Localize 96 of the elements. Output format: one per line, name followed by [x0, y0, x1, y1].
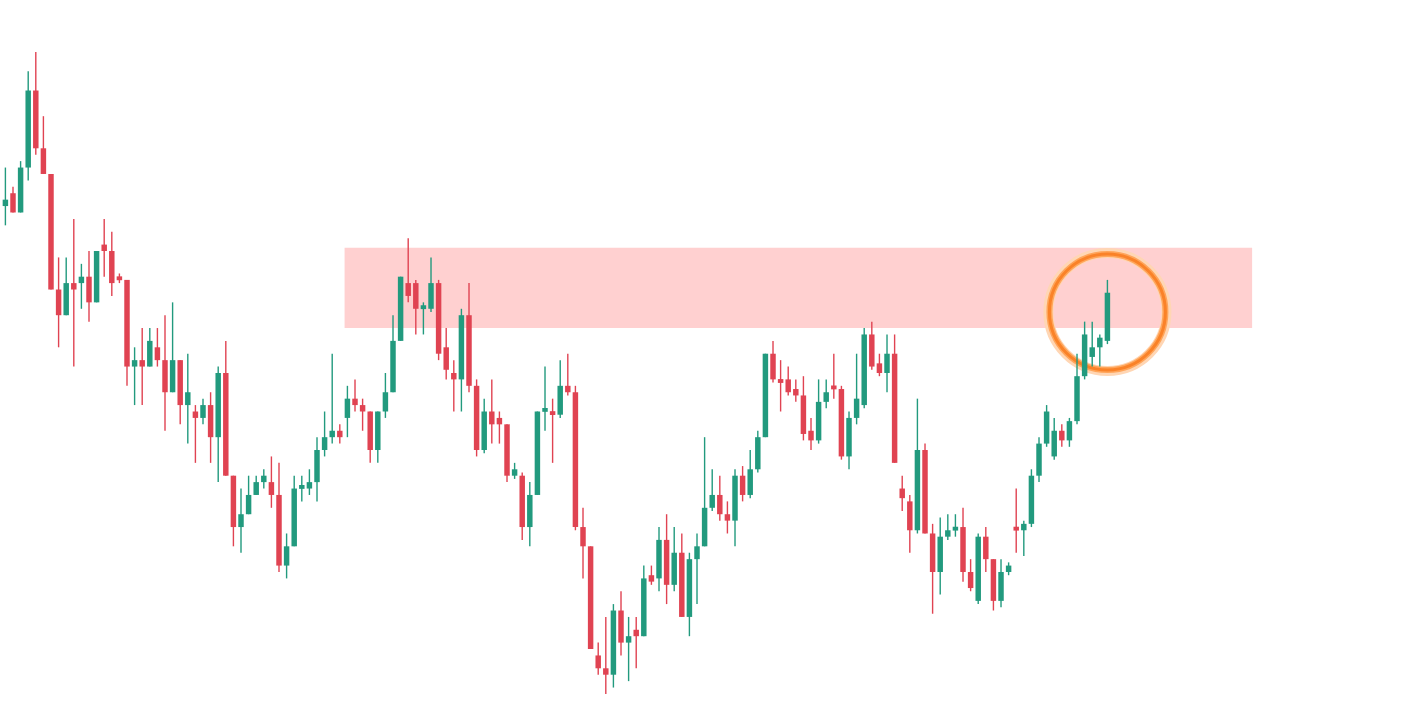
candlestick	[481, 397, 487, 454]
candlestick	[428, 256, 434, 313]
candlestick	[823, 378, 829, 409]
candlestick	[1074, 353, 1080, 426]
candlestick	[937, 516, 943, 596]
candlestick	[983, 526, 989, 573]
candlestick	[960, 507, 966, 583]
candlestick	[299, 475, 305, 503]
candlestick	[800, 375, 807, 442]
candlestick	[367, 410, 373, 464]
candlestick	[580, 507, 586, 580]
candlestick	[549, 397, 556, 464]
candlestick	[869, 320, 875, 371]
candlestick	[245, 475, 252, 515]
candlestick	[793, 378, 799, 403]
candlestick	[701, 436, 708, 548]
candlestick	[63, 256, 69, 316]
candlestick	[694, 532, 700, 605]
candlestick	[998, 558, 1004, 608]
candlestick	[131, 346, 138, 406]
candlestick	[884, 333, 890, 393]
candlestick	[952, 513, 959, 538]
candlestick	[671, 526, 677, 592]
candlestick	[489, 378, 495, 445]
candlestick	[71, 218, 77, 368]
candlestick	[329, 353, 335, 445]
candlestick	[283, 532, 290, 580]
candlestick	[1021, 519, 1027, 557]
candlestick	[101, 218, 107, 278]
candlestick	[899, 475, 905, 512]
candlestick	[253, 475, 259, 496]
candlestick	[1043, 404, 1050, 448]
candlestick	[618, 590, 624, 657]
candlestick	[656, 526, 662, 592]
candlestick	[375, 410, 381, 464]
candlestick	[185, 353, 191, 445]
candlestick	[724, 500, 731, 535]
candlestick	[321, 410, 328, 458]
candlestick	[268, 455, 275, 509]
candlestick	[709, 468, 715, 512]
candlestick	[344, 385, 351, 438]
candlestick	[565, 353, 571, 397]
candlestick	[1013, 487, 1019, 554]
candlestick	[314, 436, 320, 503]
candlestick	[1066, 417, 1073, 448]
candlestick	[527, 481, 533, 548]
candlestick	[382, 372, 389, 419]
candlestick	[1051, 417, 1057, 461]
candlestick	[40, 115, 47, 175]
candlestick	[967, 558, 974, 592]
candlestick	[154, 327, 161, 368]
candlestick	[337, 423, 343, 445]
candlestick	[139, 327, 145, 406]
candlestick	[603, 616, 609, 695]
candlestick	[747, 449, 753, 499]
candlestick	[109, 231, 115, 297]
candlestick	[169, 301, 176, 393]
candlestick	[359, 397, 366, 432]
candlestick	[162, 314, 168, 432]
candlestick	[1036, 436, 1042, 483]
candlestick	[770, 340, 776, 384]
candlestick	[663, 513, 670, 605]
candlestick	[732, 468, 738, 548]
candlestick	[177, 359, 183, 426]
candlestick	[815, 378, 822, 445]
candlestick	[1059, 423, 1065, 448]
candlestick	[785, 365, 791, 397]
candlestick	[945, 513, 951, 541]
candlestick	[1081, 320, 1088, 381]
candlestick	[405, 237, 411, 304]
candlestick	[352, 378, 358, 413]
candlestick	[306, 468, 313, 496]
candlestick	[207, 391, 214, 464]
candlestick	[200, 397, 206, 426]
candlestick	[777, 359, 784, 413]
candlestick	[1089, 320, 1095, 368]
candlestick	[846, 410, 852, 470]
candlestick	[413, 279, 419, 336]
candlestick	[633, 616, 639, 669]
candlestick	[625, 616, 632, 682]
candlestick	[86, 250, 92, 323]
candlestick	[10, 186, 16, 214]
candlestick	[907, 494, 913, 554]
candlestick	[739, 465, 746, 503]
candlestick	[238, 487, 244, 554]
candlestick	[929, 523, 936, 615]
candlestick	[451, 359, 457, 413]
candlestick	[557, 359, 563, 419]
candlestick	[648, 564, 655, 586]
candlestick	[595, 641, 601, 676]
candlestick	[717, 475, 723, 522]
candlestick	[755, 430, 761, 474]
candlestick	[147, 327, 153, 368]
candlestick	[542, 365, 548, 432]
candlestick	[261, 468, 267, 490]
candlestick	[990, 558, 997, 612]
